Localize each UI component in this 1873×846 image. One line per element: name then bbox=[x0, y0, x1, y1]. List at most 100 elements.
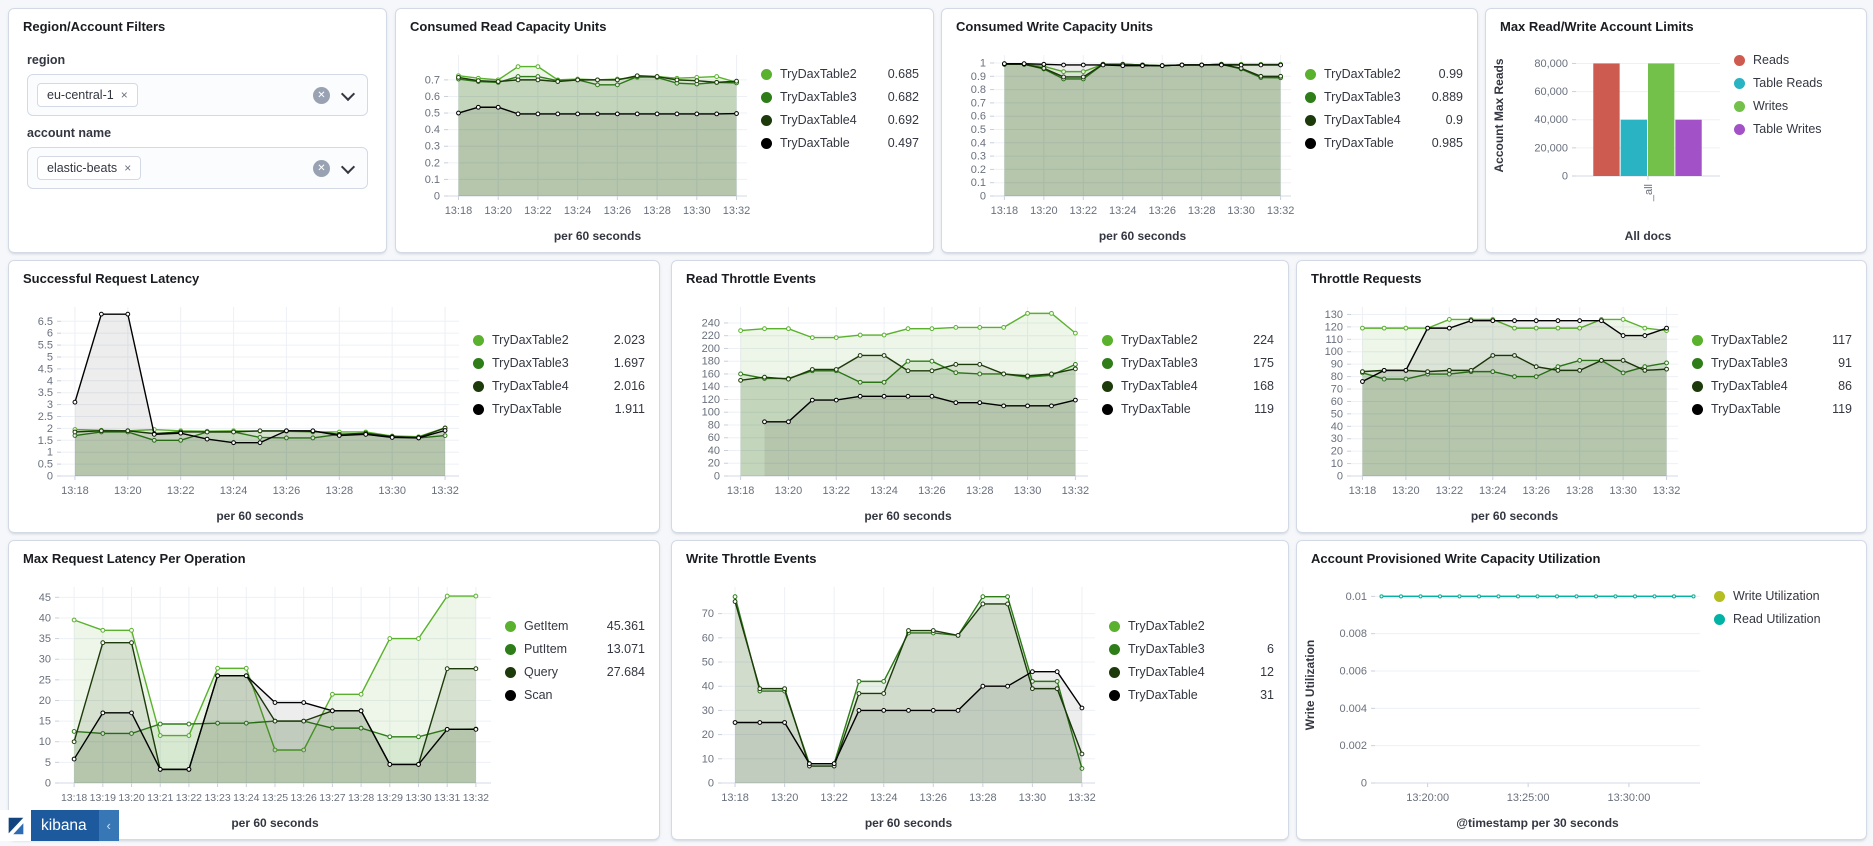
legend-item[interactable]: TryDaxTable4 12 bbox=[1109, 665, 1278, 679]
panel-title[interactable]: Consumed Write Capacity Units bbox=[956, 19, 1153, 34]
legend-series-value: 0.497 bbox=[887, 136, 919, 150]
svg-text:13:26: 13:26 bbox=[920, 792, 948, 804]
svg-text:0.002: 0.002 bbox=[1339, 740, 1367, 752]
account-chip[interactable]: elastic-beats × bbox=[37, 156, 142, 180]
legend-item[interactable]: TryDaxTable3 0.889 bbox=[1305, 90, 1467, 104]
legend-item[interactable]: Writes bbox=[1734, 99, 1856, 113]
legend-item[interactable]: TryDaxTable2 0.99 bbox=[1305, 67, 1467, 81]
legend-series-value: 86 bbox=[1838, 379, 1852, 393]
chevron-down-icon[interactable] bbox=[340, 159, 356, 174]
legend-series-dot-icon bbox=[761, 114, 772, 126]
remove-chip-icon[interactable]: × bbox=[120, 88, 128, 102]
legend-series-value: 0.692 bbox=[887, 113, 919, 127]
panel-title[interactable]: Account Provisioned Write Capacity Utili… bbox=[1311, 551, 1601, 566]
legend-item[interactable]: TryDaxTable3 1.697 bbox=[473, 356, 649, 370]
remove-chip-icon[interactable]: × bbox=[124, 161, 132, 175]
legend-item[interactable]: TryDaxTable 119 bbox=[1102, 402, 1278, 416]
panel-title[interactable]: Throttle Requests bbox=[1311, 271, 1422, 286]
panel-title[interactable]: Region/Account Filters bbox=[23, 19, 166, 34]
legend-item[interactable]: TryDaxTable2 2.023 bbox=[473, 333, 649, 347]
svg-text:_all: _all bbox=[1643, 184, 1655, 202]
legend-item[interactable]: Scan bbox=[505, 688, 649, 702]
legend-series-name: TryDaxTable4 bbox=[1324, 113, 1401, 127]
legend-item[interactable]: TryDaxTable3 91 bbox=[1692, 356, 1856, 370]
panel-successful-request-latency: Successful Request Latency 0 0.5 1 1.5 2 2.5 3… bbox=[8, 260, 660, 533]
svg-text:0.5: 0.5 bbox=[971, 124, 986, 136]
legend-item[interactable]: TryDaxTable 0.497 bbox=[761, 136, 923, 150]
kibana-logo-icon[interactable] bbox=[0, 810, 31, 841]
panel-title[interactable]: Read Throttle Events bbox=[686, 271, 817, 286]
legend-item[interactable]: TryDaxTable2 224 bbox=[1102, 333, 1278, 347]
legend-series-dot-icon bbox=[1102, 403, 1113, 415]
region-combobox[interactable]: eu-central-1 × ✕ bbox=[27, 74, 368, 116]
chevron-down-icon[interactable] bbox=[340, 86, 356, 101]
chart-legend: Write Utilization Read Utilization bbox=[1714, 571, 1862, 835]
legend-item[interactable]: TryDaxTable 31 bbox=[1109, 688, 1278, 702]
region-chip-label: eu-central-1 bbox=[47, 88, 114, 102]
filter-field-label: region bbox=[27, 53, 66, 67]
legend-series-dot-icon bbox=[1734, 54, 1745, 66]
legend-item[interactable]: TryDaxTable4 0.692 bbox=[761, 113, 923, 127]
legend-item[interactable]: PutItem 13.071 bbox=[505, 642, 649, 656]
legend-item[interactable]: TryDaxTable3 6 bbox=[1109, 642, 1278, 656]
legend-item[interactable]: TryDaxTable 1.911 bbox=[473, 402, 649, 416]
panel-title[interactable]: Max Request Latency Per Operation bbox=[23, 551, 246, 566]
svg-text:60: 60 bbox=[708, 432, 720, 444]
legend-series-value: 168 bbox=[1253, 379, 1274, 393]
svg-text:13:24: 13:24 bbox=[1479, 485, 1507, 497]
legend-item[interactable]: TryDaxTable3 0.682 bbox=[761, 90, 923, 104]
filters-form: region eu-central-1 × ✕ account name ela… bbox=[27, 43, 368, 189]
svg-text:13:29: 13:29 bbox=[377, 792, 403, 804]
panel-title[interactable]: Consumed Read Capacity Units bbox=[410, 19, 607, 34]
legend-item[interactable]: TryDaxTable2 117 bbox=[1692, 333, 1856, 347]
svg-text:0.4: 0.4 bbox=[971, 137, 986, 149]
legend-series-name: TryDaxTable2 bbox=[1128, 619, 1205, 633]
svg-text:120: 120 bbox=[1325, 321, 1343, 333]
collapse-nav-icon[interactable]: ‹ bbox=[98, 810, 119, 841]
svg-text:70: 70 bbox=[702, 608, 714, 620]
legend-item[interactable]: TryDaxTable4 0.9 bbox=[1305, 113, 1467, 127]
chart-legend: TryDaxTable2 0.685 TryDaxTable3 0.682 TryDax… bbox=[761, 39, 929, 248]
legend-item[interactable]: GetItem 45.361 bbox=[505, 619, 649, 633]
svg-text:60: 60 bbox=[702, 632, 714, 644]
svg-text:13:30: 13:30 bbox=[1227, 205, 1255, 217]
panel-title[interactable]: Successful Request Latency bbox=[23, 271, 200, 286]
svg-text:13:20: 13:20 bbox=[1392, 485, 1420, 497]
svg-text:0.1: 0.1 bbox=[425, 174, 440, 186]
account-name-combobox[interactable]: elastic-beats × ✕ bbox=[27, 147, 368, 189]
legend-item[interactable]: TryDaxTable 119 bbox=[1692, 402, 1856, 416]
legend-series-name: TryDaxTable3 bbox=[492, 356, 569, 370]
legend-item[interactable]: TryDaxTable4 86 bbox=[1692, 379, 1856, 393]
chart-canvas: 00.511.522.533.544.555.566.5 13:18 13:20 13… bbox=[38, 307, 459, 523]
legend-series-name: Writes bbox=[1753, 99, 1789, 113]
legend-series-value: 0.685 bbox=[887, 67, 919, 81]
svg-text:13:18: 13:18 bbox=[991, 205, 1019, 217]
legend-item[interactable]: TryDaxTable2 0.685 bbox=[761, 67, 923, 81]
clear-selection-icon[interactable]: ✕ bbox=[313, 86, 330, 104]
panel-title[interactable]: Write Throttle Events bbox=[686, 551, 817, 566]
legend-item[interactable]: TryDaxTable 0.985 bbox=[1305, 136, 1467, 150]
legend-series-name: Table Writes bbox=[1753, 122, 1822, 136]
legend-item[interactable]: Query 27.684 bbox=[505, 665, 649, 679]
svg-text:13:19: 13:19 bbox=[90, 792, 116, 804]
svg-text:20,000: 20,000 bbox=[1534, 142, 1568, 154]
legend-item[interactable]: Table Reads bbox=[1734, 76, 1856, 90]
svg-text:30: 30 bbox=[702, 705, 714, 717]
legend-item[interactable]: TryDaxTable4 2.016 bbox=[473, 379, 649, 393]
legend-item[interactable]: Read Utilization bbox=[1714, 612, 1856, 626]
panel-region-account-filters: Region/Account Filters region eu-central… bbox=[8, 8, 387, 253]
clear-selection-icon[interactable]: ✕ bbox=[313, 159, 330, 177]
panel-title[interactable]: Max Read/Write Account Limits bbox=[1500, 19, 1694, 34]
svg-text:13:26: 13:26 bbox=[1522, 485, 1550, 497]
legend-item[interactable]: Reads bbox=[1734, 53, 1856, 67]
legend-item[interactable]: Write Utilization bbox=[1714, 589, 1856, 603]
legend-item[interactable]: TryDaxTable4 168 bbox=[1102, 379, 1278, 393]
svg-text:140: 140 bbox=[702, 381, 720, 393]
legend-item[interactable]: Table Writes bbox=[1734, 122, 1856, 136]
read-throttle-events-chart: 0 20 40 60 80 100 120 140 160 180 200 220 240 13:18 13… bbox=[676, 291, 1102, 528]
legend-item[interactable]: TryDaxTable2 bbox=[1109, 619, 1278, 633]
kibana-brand-name: kibana bbox=[31, 810, 99, 841]
svg-text:@timestamp per 30 seconds: @timestamp per 30 seconds bbox=[1456, 816, 1619, 830]
region-chip[interactable]: eu-central-1 × bbox=[37, 83, 138, 107]
legend-item[interactable]: TryDaxTable3 175 bbox=[1102, 356, 1278, 370]
